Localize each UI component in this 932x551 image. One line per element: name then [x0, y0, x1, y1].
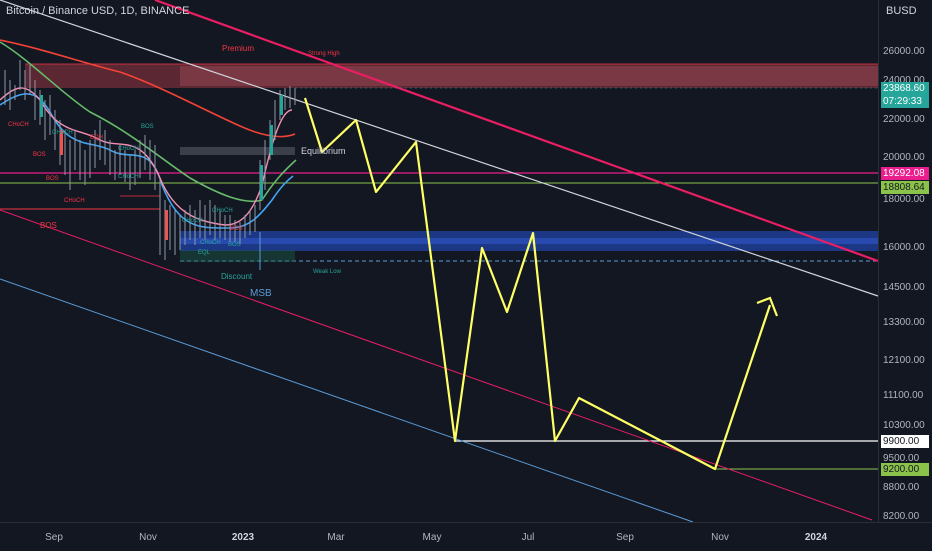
moving-average-red: [0, 39, 296, 138]
chart-label: CHoCH: [52, 130, 73, 136]
time-axis-label: Sep: [616, 532, 634, 543]
blue-channel-line: [0, 278, 694, 523]
price-axis-label: 13300.00: [883, 317, 925, 328]
chart-label: CHoCH: [8, 122, 29, 128]
white-trendline: [0, 0, 879, 297]
pink-channel-line: [0, 209, 873, 521]
price-axis-label: 10300.00: [883, 420, 925, 431]
time-axis-label: 2023: [231, 532, 255, 543]
bar-countdown: 07:29:33: [883, 96, 922, 107]
price-axis-label: 16000.00: [883, 242, 925, 253]
chart-label: BOS: [228, 242, 241, 248]
chart-label: BOS: [33, 152, 46, 158]
projection-path: [303, 97, 772, 471]
chart-label: BOS: [141, 124, 154, 130]
white-level-badge: 9900.00: [881, 435, 929, 448]
projection-arrow-head: [756, 296, 779, 317]
discount-label: Discount: [221, 272, 253, 281]
moving-average-blue: [0, 93, 294, 229]
premium-zone: [25, 64, 878, 88]
weak-low-label: Weak Low: [313, 269, 341, 275]
equilibrium-label: Equilibrium: [301, 146, 346, 156]
time-axis-label: May: [422, 532, 442, 543]
magenta-trendline: [154, 0, 879, 263]
premium-zone-inner: [180, 66, 878, 86]
price-axis-label: 14500.00: [883, 282, 925, 293]
discount-zone: [180, 250, 295, 262]
time-axis-label: Jul: [521, 532, 535, 543]
chart-label: CHoCH: [212, 208, 233, 214]
time-axis-label: Sep: [45, 532, 63, 543]
chart-label: CHoCH: [118, 146, 139, 152]
bos-left-label: BOS: [40, 221, 57, 230]
magenta-level-badge: 19292.08: [881, 167, 929, 180]
time-axis-label: Mar: [327, 532, 345, 543]
candle-bodies: [40, 95, 283, 240]
time-axis-label: 2024: [804, 532, 828, 543]
chart-label: CHoCH: [64, 198, 85, 204]
chart-label: CHoCH: [200, 240, 221, 246]
chart-label: CHoCH: [118, 174, 139, 180]
green-low-level-badge: 9200.00: [881, 463, 929, 476]
price-axis-label: 20000.00: [883, 152, 925, 163]
green-level-badge: 18808.64: [881, 181, 929, 194]
time-axis-label: Nov: [139, 532, 157, 543]
premium-label: Premium: [222, 44, 255, 53]
price-axis-label: 11100.00: [883, 390, 924, 401]
symbol-title[interactable]: Bitcoin / Binance USD, 1D, BINANCE: [6, 5, 190, 17]
price-axis-label: 18000.00: [883, 194, 925, 205]
price-axis-label: 8200.00: [883, 511, 920, 522]
time-axis-label: Nov: [711, 532, 729, 543]
price-axis-label: 12100.00: [883, 355, 925, 366]
time-axis[interactable]: [0, 522, 932, 551]
current-price-value: 23868.60: [883, 83, 925, 94]
currency-label[interactable]: BUSD: [886, 5, 917, 17]
msb-label: MSB: [250, 288, 272, 299]
price-axis-label: 8800.00: [883, 482, 920, 493]
chart-label: EQH: [90, 135, 104, 141]
demand-zone-inner: [180, 238, 878, 244]
price-axis-label: 9500.00: [883, 453, 920, 464]
candles: [4, 60, 296, 260]
strong-high-label: Strong High: [308, 51, 340, 57]
demand-zone: [180, 231, 878, 251]
price-axis-label: 22000.00: [883, 114, 925, 125]
price-axis-label: 26000.00: [883, 46, 925, 57]
price-axis-label: 24000.00: [883, 75, 925, 86]
chart-label: BOS: [46, 176, 59, 182]
chart-label: BOS: [230, 226, 243, 232]
moving-average-green: [0, 41, 297, 202]
chart-label: EQL: [198, 250, 211, 256]
chart-label: CHoCH: [182, 218, 203, 224]
equilibrium-zone: [180, 147, 295, 155]
current-price-badge: 23868.60 07:29:33: [881, 82, 929, 108]
